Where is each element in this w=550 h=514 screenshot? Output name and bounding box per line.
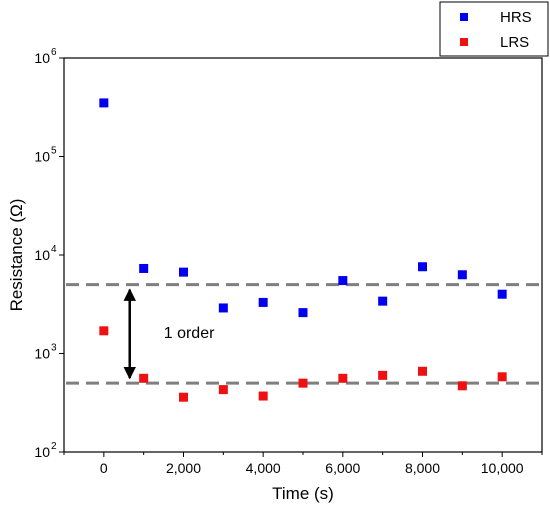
- data-point-hrs-7: [378, 296, 388, 306]
- x-tick-label-0: 0: [100, 460, 108, 476]
- y-tick-label-2: 10: [34, 247, 50, 263]
- annotation-label: 1 order: [164, 325, 215, 342]
- data-point-lrs-3: [218, 385, 228, 395]
- y-tick-exponent-3: 5: [51, 146, 57, 157]
- y-tick-exponent-1: 3: [51, 343, 57, 354]
- data-point-hrs-3: [218, 303, 228, 313]
- data-point-hrs-8: [418, 262, 427, 272]
- legend-box: [439, 1, 549, 57]
- x-tick-label-2: 4,000: [246, 460, 281, 476]
- data-point-hrs-9: [457, 270, 467, 280]
- y-axis-title: Resistance (Ω): [7, 199, 26, 312]
- legend-marker-hrs: [460, 13, 468, 21]
- x-tick-label-1: 2,000: [166, 460, 201, 476]
- data-point-lrs-4: [258, 391, 268, 401]
- plot-frame: [63, 57, 543, 453]
- data-point-lrs-0: [99, 326, 109, 336]
- y-tick-label-1: 10: [34, 346, 50, 362]
- data-point-lrs-5: [298, 378, 308, 388]
- y-tick-label-0: 10: [34, 444, 50, 460]
- legend: HRS LRS: [439, 1, 549, 57]
- x-tick-label-3: 6,000: [325, 460, 360, 476]
- y-tick-label-4: 10: [34, 50, 50, 66]
- y-tick-label-3: 10: [34, 149, 50, 165]
- data-point-hrs-6: [338, 276, 348, 286]
- data-point-lrs-9: [457, 381, 467, 391]
- plot-area: [63, 57, 543, 453]
- x-tick-label-4: 8,000: [405, 460, 440, 476]
- data-point-hrs-0: [99, 98, 109, 108]
- x-axis-title: Time (s): [272, 484, 334, 503]
- x-tick-label-5: 10,000: [481, 460, 524, 476]
- y-tick-exponent-2: 4: [51, 244, 57, 255]
- legend-marker-lrs: [460, 38, 468, 46]
- data-point-hrs-2: [179, 267, 188, 277]
- data-point-hrs-5: [298, 308, 308, 318]
- data-point-lrs-7: [378, 370, 388, 380]
- data-point-lrs-10: [497, 372, 507, 382]
- legend-label-hrs: HRS: [500, 9, 532, 26]
- data-point-lrs-1: [139, 373, 149, 383]
- data-point-hrs-1: [139, 263, 149, 273]
- data-point-hrs-10: [497, 289, 507, 299]
- data-point-lrs-8: [418, 366, 427, 376]
- y-tick-exponent-4: 6: [51, 47, 57, 58]
- data-point-lrs-6: [338, 373, 348, 383]
- data-point-hrs-4: [258, 297, 268, 307]
- y-tick-exponent-0: 2: [51, 441, 57, 452]
- legend-label-lrs: LRS: [500, 34, 529, 51]
- data-point-lrs-2: [179, 392, 188, 402]
